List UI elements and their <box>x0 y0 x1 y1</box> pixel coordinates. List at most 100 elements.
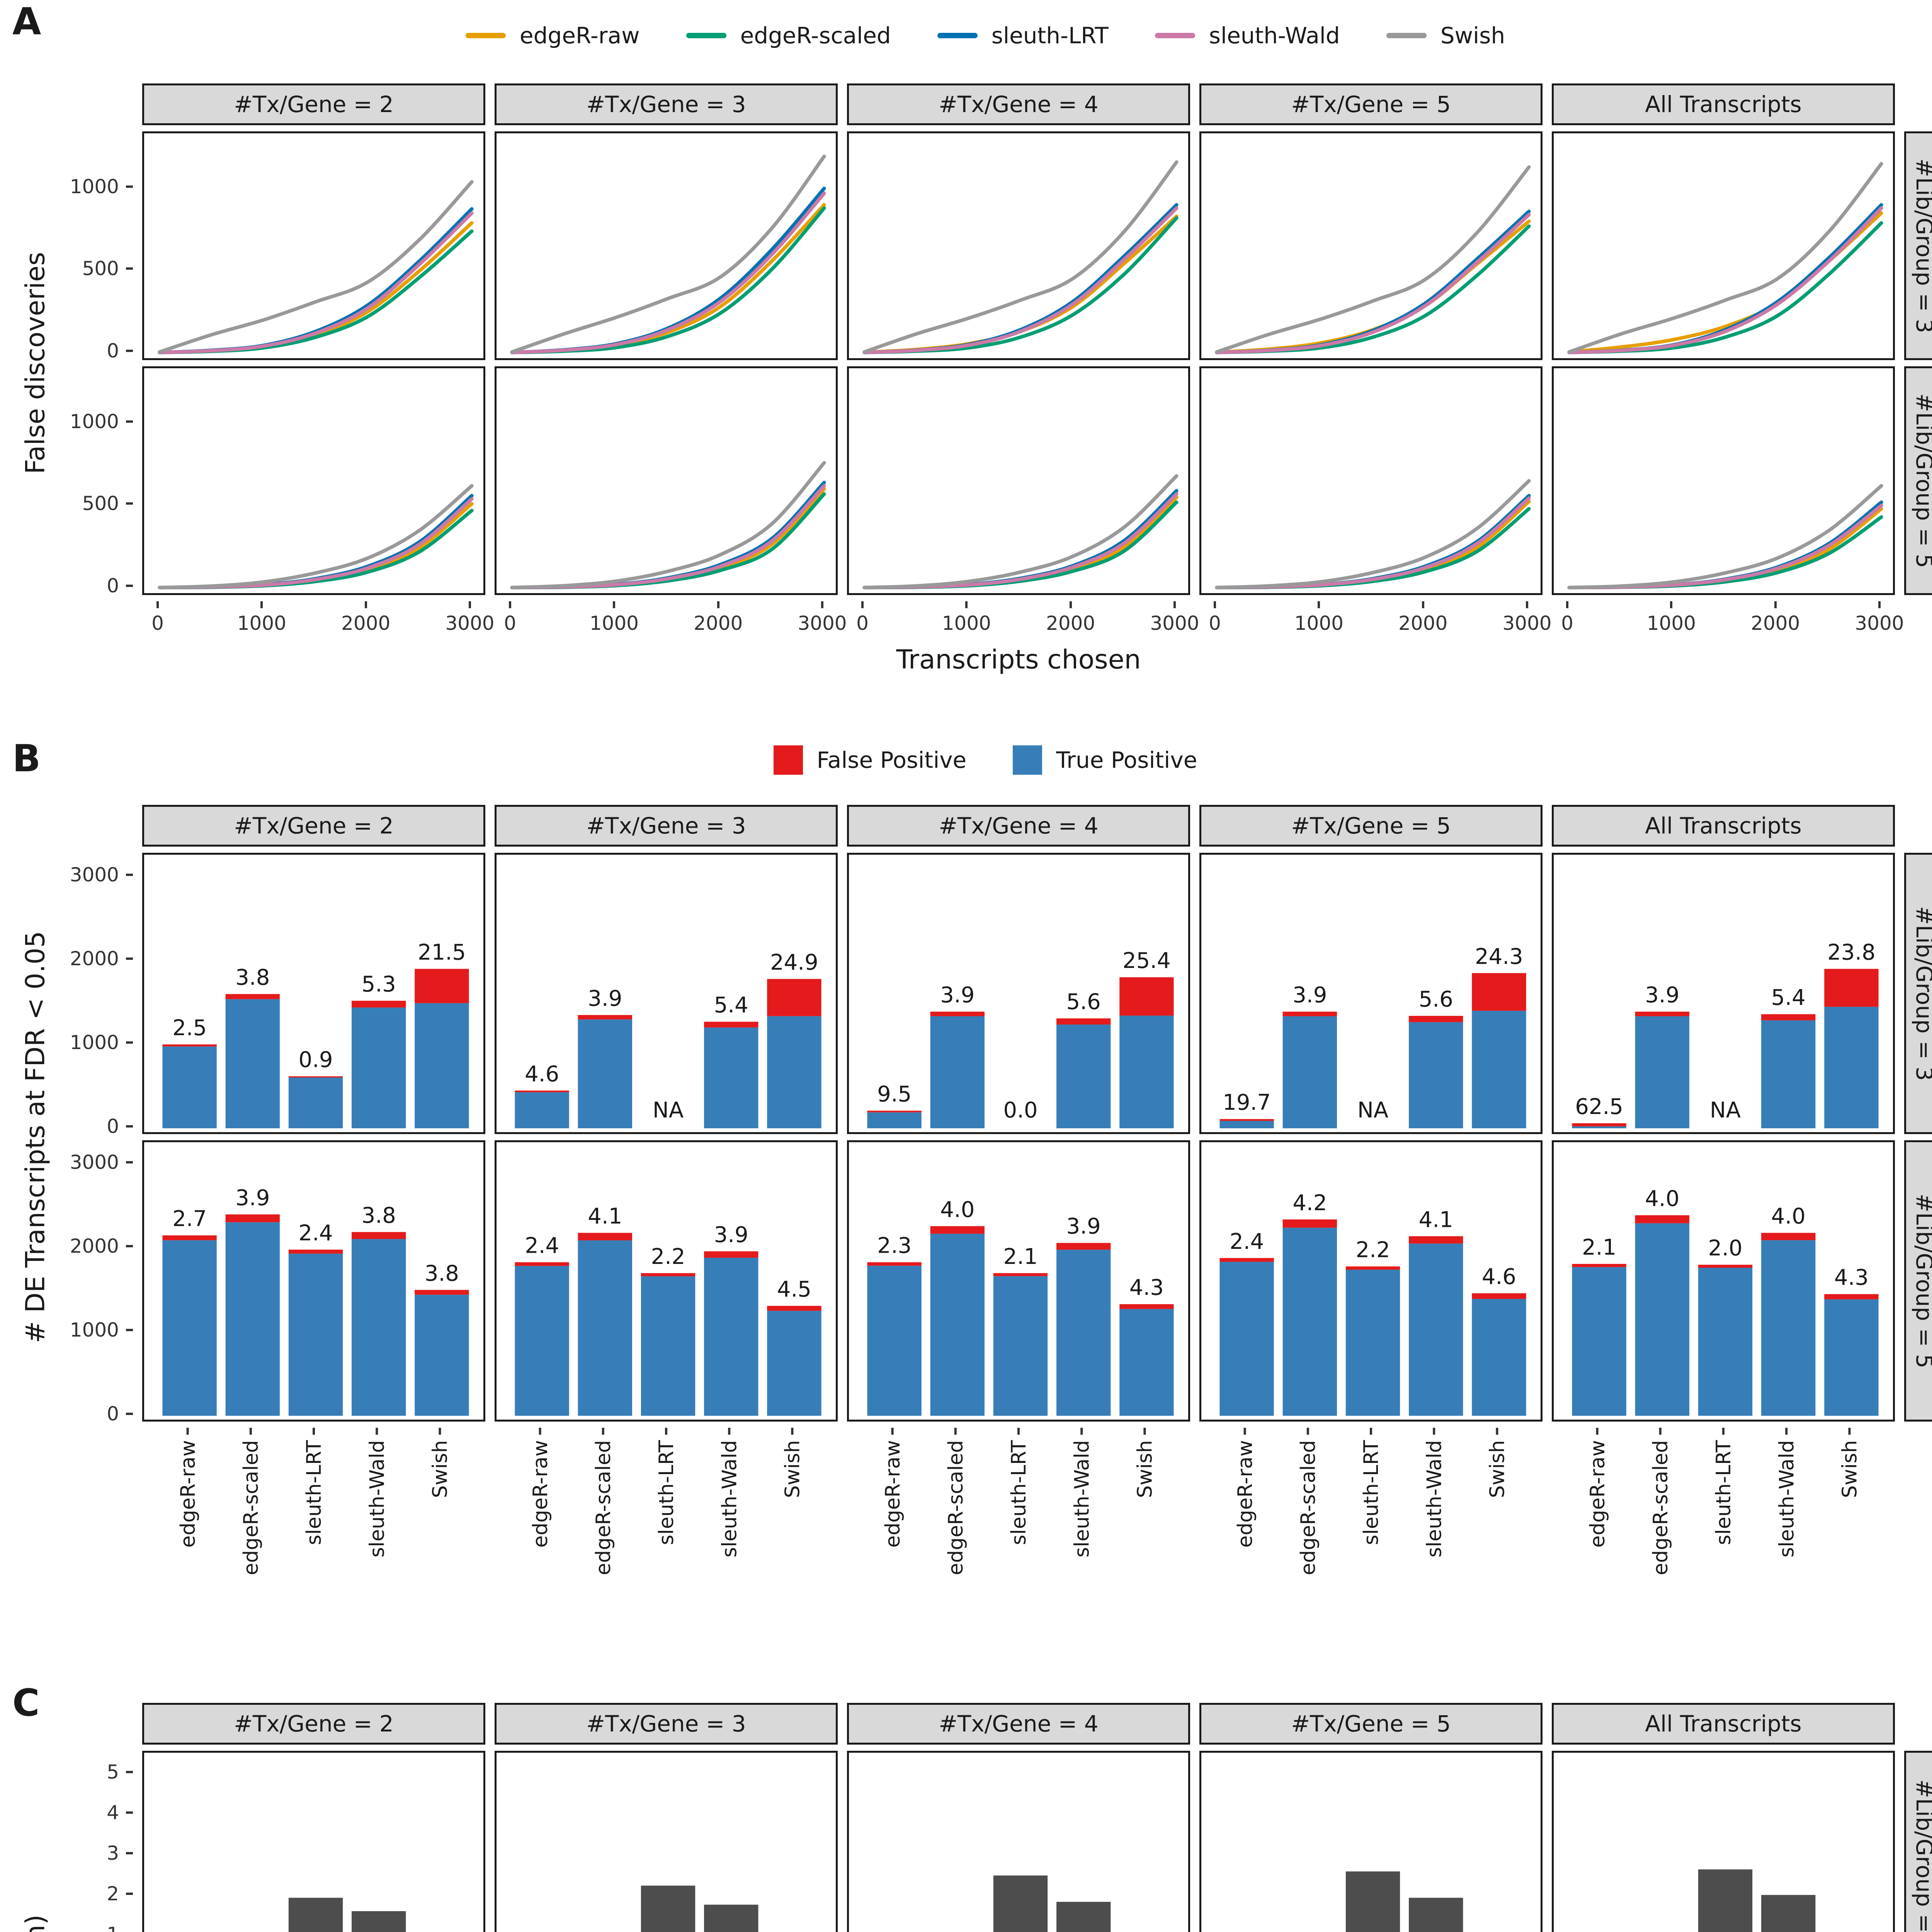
x-tick-label: 3000 <box>1502 612 1552 634</box>
x-category-labels: edgeR-raw edgeR-scaled sleuth-LRT sleuth-Wa… <box>177 1428 452 1575</box>
svg-text:edgeR-raw: edgeR-raw <box>1586 1440 1609 1548</box>
legend-swatch <box>686 32 726 39</box>
series-line-Swish <box>1215 165 1531 354</box>
legend-swatch <box>937 32 978 39</box>
svg-text:edgeR-raw: edgeR-raw <box>177 1440 200 1548</box>
facet-row-strip: #Lib/Group = 3 <box>1904 131 1932 360</box>
panel-a-legend: edgeR-raw edgeR-scaled sleuth-LRT sleuth-Wa… <box>0 12 1932 59</box>
legend-item: sleuth-LRT <box>937 22 1109 49</box>
x-axis-ticks: 0 1000 2000 3000 <box>1199 601 1552 641</box>
legend-label: Swish <box>1440 22 1505 49</box>
x-axis-ticks: edgeR-raw edgeR-scaled sleuth-LRT sleuth-Wa… <box>142 1428 485 1629</box>
series-line-sleuth-Wald <box>862 206 1179 354</box>
svg-text:sleuth-LRT: sleuth-LRT <box>303 1440 326 1545</box>
facet-panel <box>1552 366 1895 595</box>
x-axis-ticks: 0 1000 2000 3000 <box>847 601 1199 641</box>
x-category-labels: edgeR-raw edgeR-scaled sleuth-LRT sleuth-Wa… <box>1586 1428 1862 1575</box>
y-tick-label: 3000 <box>70 1151 119 1173</box>
x-tick-label: 0 <box>1209 612 1221 634</box>
x-axis-ticks: 0 1000 2000 3000 <box>142 601 495 641</box>
facet-panel <box>847 366 1190 595</box>
series-line-sleuth-Wald <box>1215 213 1531 354</box>
x-tick-label: 0 <box>1561 612 1573 634</box>
svg-text:3.9: 3.9 <box>714 1222 748 1247</box>
series-line-edgeR-raw <box>158 502 474 590</box>
facet-panel <box>495 1751 838 1932</box>
x-tick-label: 1000 <box>589 612 639 634</box>
y-tick-label: 2 <box>107 1883 119 1905</box>
facet-column-strip: #Tx/Gene = 3 <box>495 83 838 125</box>
facet-column-strip: #Tx/Gene = 3 <box>495 1703 838 1745</box>
legend-swatch <box>465 32 506 39</box>
facet-panel: 2.5 3.8 0.9 5.3 21.5 <box>142 853 485 1134</box>
svg-text:24.3: 24.3 <box>1475 944 1523 969</box>
panel-a-chart: False discoveries #Tx/Gene = 2 #Tx/Gene = … <box>0 83 1932 641</box>
x-tick-label: 2000 <box>1046 612 1095 634</box>
svg-text:sleuth-Wald: sleuth-Wald <box>1775 1440 1798 1558</box>
svg-text:4.5: 4.5 <box>777 1277 811 1302</box>
svg-text:4.3: 4.3 <box>1834 1265 1869 1290</box>
svg-text:23.8: 23.8 <box>1827 940 1876 965</box>
y-tick-label: 1000 <box>70 1031 119 1054</box>
y-axis-ticks: 0 500 1000 <box>65 366 133 597</box>
x-tick-label: 2000 <box>341 612 391 634</box>
legend-item: sleuth-Wald <box>1155 22 1340 49</box>
y-axis-ticks: 012345 <box>65 1751 133 1932</box>
series-line-Swish <box>1567 162 1883 354</box>
series-line-Swish <box>158 484 474 590</box>
y-tick-label: 1000 <box>70 1318 119 1341</box>
facet-panel <box>142 1751 485 1932</box>
svg-text:sleuth-Wald: sleuth-Wald <box>1070 1440 1094 1558</box>
svg-text:0.9: 0.9 <box>298 1047 333 1072</box>
svg-text:sleuth-LRT: sleuth-LRT <box>1360 1440 1383 1545</box>
x-tick-label: 0 <box>856 612 869 634</box>
series-line-sleuth-Wald <box>510 191 826 354</box>
svg-text:Swish: Swish <box>1134 1440 1157 1498</box>
y-tick-label: 0 <box>107 1403 119 1425</box>
x-tick-label: 0 <box>151 612 164 634</box>
x-tick-label: 2000 <box>1751 612 1800 634</box>
legend-label: False Positive <box>816 747 967 773</box>
x-category-labels: edgeR-raw edgeR-scaled sleuth-LRT sleuth-Wa… <box>529 1428 804 1575</box>
svg-text:sleuth-LRT: sleuth-LRT <box>655 1440 678 1545</box>
y-tick-label: 500 <box>82 492 119 515</box>
legend-label: True Positive <box>1056 747 1197 773</box>
facet-panel: 62.5 3.9 NA 5.4 23.8 <box>1552 853 1895 1134</box>
facet-column-strip: All Transcripts <box>1552 805 1895 847</box>
series-line-Swish <box>158 180 474 354</box>
x-tick-label: 1000 <box>237 612 286 634</box>
svg-text:4.2: 4.2 <box>1293 1190 1327 1216</box>
facet-panel: 4.6 3.9 NA 5.4 24.9 <box>495 853 838 1134</box>
facet-panel: 2.1 4.0 2.0 4.0 4.3 <box>1552 1140 1895 1422</box>
x-axis-ticks: 0 1000 2000 3000 <box>495 601 847 641</box>
facet-panel: 9.5 3.9 0.0 5.6 25.4 <box>847 853 1190 1134</box>
x-axis-ticks: edgeR-raw edgeR-scaled sleuth-LRT sleuth-Wa… <box>1199 1428 1543 1629</box>
y-tick-label: 1000 <box>70 410 119 433</box>
svg-text:NA: NA <box>653 1098 684 1123</box>
legend-swatch <box>1386 32 1427 39</box>
svg-text:5.4: 5.4 <box>714 993 748 1018</box>
svg-text:edgeR-raw: edgeR-raw <box>529 1440 552 1548</box>
facet-panel <box>847 131 1190 360</box>
y-tick-label: 2000 <box>70 1235 119 1257</box>
series-line-sleuth-Wald <box>1567 206 1883 354</box>
svg-text:Swish: Swish <box>1486 1440 1509 1498</box>
x-tick-label: 2000 <box>694 612 743 634</box>
facet-column-strip: #Tx/Gene = 4 <box>847 805 1190 847</box>
facet-panel <box>495 366 838 595</box>
svg-text:edgeR-raw: edgeR-raw <box>1234 1440 1257 1548</box>
x-tick-label: 1000 <box>942 612 991 634</box>
series-line-Swish <box>862 160 1179 354</box>
facet-column-strip: #Tx/Gene = 5 <box>1199 805 1543 847</box>
svg-text:4.0: 4.0 <box>1771 1204 1806 1229</box>
svg-text:4.6: 4.6 <box>1482 1264 1516 1289</box>
legend-label: sleuth-Wald <box>1209 22 1340 49</box>
panel-b-section: B False Positive True Positive # DE Trans… <box>0 737 1932 1629</box>
facet-panel <box>142 131 485 360</box>
svg-text:62.5: 62.5 <box>1575 1094 1623 1119</box>
legend-swatch <box>773 745 803 775</box>
legend-item: True Positive <box>1013 745 1197 775</box>
x-tick-label: 3000 <box>445 612 495 634</box>
legend-item: Swish <box>1386 22 1505 49</box>
legend-swatch <box>1155 32 1195 39</box>
